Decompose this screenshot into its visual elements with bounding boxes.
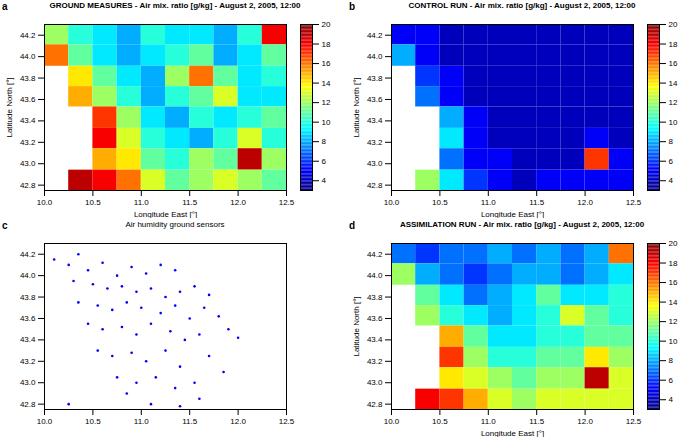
svg-text:10: 10: [669, 118, 678, 127]
svg-text:43.2: 43.2: [20, 138, 36, 147]
svg-text:43.4: 43.4: [367, 335, 383, 344]
svg-text:20: 20: [669, 239, 678, 248]
svg-text:12: 12: [322, 98, 331, 107]
html-text:a: a: [2, 1, 8, 12]
svg-text:10.5: 10.5: [432, 198, 448, 207]
svg-text:10: 10: [322, 118, 331, 127]
svg-text:8: 8: [669, 137, 674, 146]
svg-text:Longitude East [°]: Longitude East [°]: [481, 210, 544, 219]
svg-text:12.0: 12.0: [230, 417, 246, 426]
html-text:GROUND MEASURES - Air mix. rat: GROUND MEASURES - Air mix. ratio [g/kg] …: [49, 1, 301, 10]
svg-text:Latitude North [°]: Latitude North [°]: [352, 77, 361, 137]
svg-text:18: 18: [669, 259, 678, 268]
svg-text:4: 4: [669, 395, 674, 404]
html-text:Air humidity ground sensors: Air humidity ground sensors: [125, 220, 225, 229]
svg-text:16: 16: [669, 278, 678, 287]
svg-text:20: 20: [669, 20, 678, 29]
svg-text:10.5: 10.5: [85, 417, 101, 426]
svg-text:14: 14: [669, 79, 678, 88]
svg-text:18: 18: [669, 40, 678, 49]
svg-text:43.4: 43.4: [367, 116, 383, 125]
svg-text:12: 12: [669, 98, 678, 107]
svg-text:43.8: 43.8: [20, 74, 36, 83]
svg-text:42.8: 42.8: [367, 400, 383, 409]
svg-text:10.0: 10.0: [384, 198, 400, 207]
svg-text:43.0: 43.0: [20, 159, 36, 168]
svg-text:10.5: 10.5: [85, 198, 101, 207]
svg-text:42.8: 42.8: [367, 181, 383, 190]
svg-text:43.4: 43.4: [20, 335, 36, 344]
svg-text:42.8: 42.8: [20, 400, 36, 409]
svg-text:43.6: 43.6: [20, 314, 36, 323]
svg-text:44.0: 44.0: [20, 52, 36, 61]
svg-text:11.5: 11.5: [529, 417, 545, 426]
html-text:d: d: [349, 220, 356, 231]
svg-text:4: 4: [322, 176, 327, 185]
svg-text:44.0: 44.0: [367, 271, 383, 280]
svg-text:12: 12: [669, 317, 678, 326]
svg-text:4: 4: [669, 176, 674, 185]
svg-text:10.0: 10.0: [37, 198, 53, 207]
svg-text:12.0: 12.0: [230, 198, 246, 207]
svg-text:44.2: 44.2: [367, 250, 383, 259]
svg-text:11.0: 11.0: [481, 417, 497, 426]
html-text:CONTROL RUN - Air mix. ratio [: CONTROL RUN - Air mix. ratio [g/kg] - Au…: [408, 1, 636, 10]
svg-text:43.8: 43.8: [367, 293, 383, 302]
svg-text:44.0: 44.0: [20, 271, 36, 280]
svg-text:8: 8: [322, 137, 327, 146]
svg-text:43.2: 43.2: [20, 357, 36, 366]
svg-text:43.0: 43.0: [20, 378, 36, 387]
svg-text:43.6: 43.6: [367, 95, 383, 104]
svg-text:12.5: 12.5: [279, 198, 295, 207]
svg-text:44.2: 44.2: [367, 31, 383, 40]
svg-text:11.0: 11.0: [134, 417, 150, 426]
svg-text:8: 8: [669, 356, 674, 365]
svg-text:10: 10: [669, 337, 678, 346]
svg-text:11.0: 11.0: [134, 198, 150, 207]
svg-text:10.5: 10.5: [432, 417, 448, 426]
svg-text:Latitude North [°]: Latitude North [°]: [352, 296, 361, 356]
svg-text:6: 6: [322, 157, 327, 166]
svg-text:16: 16: [669, 59, 678, 68]
svg-text:Longitude East [°]: Longitude East [°]: [134, 210, 197, 219]
svg-text:14: 14: [322, 79, 331, 88]
svg-text:20: 20: [322, 20, 331, 29]
svg-text:10.0: 10.0: [384, 417, 400, 426]
svg-text:12.5: 12.5: [279, 417, 295, 426]
svg-text:43.0: 43.0: [367, 159, 383, 168]
svg-text:12.5: 12.5: [626, 417, 642, 426]
svg-text:43.6: 43.6: [20, 95, 36, 104]
svg-text:43.8: 43.8: [20, 293, 36, 302]
html-text:b: b: [349, 1, 356, 12]
svg-text:12.0: 12.0: [577, 417, 593, 426]
svg-text:43.2: 43.2: [367, 357, 383, 366]
svg-text:43.2: 43.2: [367, 138, 383, 147]
html-text:ASSIMILATION RUN - Air mix. ra: ASSIMILATION RUN - Air mix. ratio [g/kg]…: [399, 220, 645, 229]
svg-text:43.4: 43.4: [20, 116, 36, 125]
svg-text:12.0: 12.0: [577, 198, 593, 207]
html-text:c: c: [2, 220, 8, 231]
svg-text:6: 6: [669, 376, 674, 385]
svg-text:42.8: 42.8: [20, 181, 36, 190]
svg-text:10.0: 10.0: [37, 417, 53, 426]
svg-text:Longitude East [°]: Longitude East [°]: [481, 429, 544, 438]
svg-text:18: 18: [322, 40, 331, 49]
svg-text:44.2: 44.2: [20, 250, 36, 259]
svg-text:14: 14: [669, 298, 678, 307]
svg-text:12.5: 12.5: [626, 198, 642, 207]
svg-text:11.5: 11.5: [529, 198, 545, 207]
svg-text:6: 6: [669, 157, 674, 166]
svg-text:43.6: 43.6: [367, 314, 383, 323]
svg-text:Latitude North [°]: Latitude North [°]: [5, 77, 14, 137]
svg-text:44.0: 44.0: [367, 52, 383, 61]
svg-text:16: 16: [322, 59, 331, 68]
svg-text:11.5: 11.5: [182, 198, 198, 207]
svg-text:43.0: 43.0: [367, 378, 383, 387]
svg-text:44.2: 44.2: [20, 31, 36, 40]
svg-text:43.8: 43.8: [367, 74, 383, 83]
svg-text:11.5: 11.5: [182, 417, 198, 426]
svg-text:11.0: 11.0: [481, 198, 497, 207]
